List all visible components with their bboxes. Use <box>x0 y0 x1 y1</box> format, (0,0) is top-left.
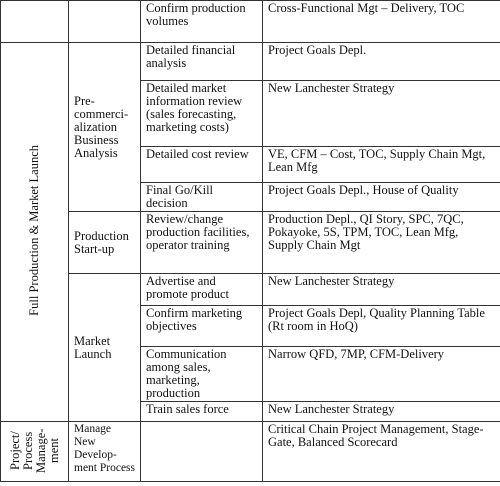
tools-cell: Critical Chain Project Management, Stage… <box>263 422 500 482</box>
tools-cell: Project Goals Depl., House of Quality <box>263 183 500 212</box>
activity: Train sales force <box>146 402 229 416</box>
empty-cell <box>141 422 263 482</box>
tools: Cross-Functional Mgt – Delivery, TOC <box>268 1 464 15</box>
group-label: Production Start-up <box>74 229 129 256</box>
tools: VE, CFM – Cost, TOC, Supply Chain Mgt, L… <box>268 147 485 174</box>
activity-cell: Advertise and promote product <box>141 274 263 306</box>
phase-cell: Project/ Process Manage-ment <box>1 422 69 482</box>
activity-cell: Detailed financial analysis <box>141 43 263 81</box>
activity: Detailed financial analysis <box>146 43 235 70</box>
activity: Advertise and promote product <box>146 274 229 301</box>
phase-cell: Full Production & Market Launch <box>1 43 69 422</box>
tools: Production Depl., QI Story, SPC, 7QC, Po… <box>268 212 464 252</box>
group-cell: Production Start-up <box>69 212 141 274</box>
tools: Narrow QFD, 7MP, CFM-Delivery <box>268 347 444 361</box>
activity: Detailed market information review (sale… <box>146 81 242 134</box>
activity: Final Go/Kill decision <box>146 183 213 210</box>
tools: New Lanchester Strategy <box>268 274 394 288</box>
activity: Confirm production volumes <box>146 1 246 28</box>
tools-cell: Narrow QFD, 7MP, CFM-Delivery <box>263 347 500 402</box>
tools-cell: VE, CFM – Cost, TOC, Supply Chain Mgt, L… <box>263 147 500 183</box>
tools: Project Goals Depl., House of Quality <box>268 183 459 197</box>
activity: Confirm marketing objectives <box>146 306 242 333</box>
tools: Project Goals Depl. <box>268 43 366 57</box>
tools-cell: New Lanchester Strategy <box>263 81 500 147</box>
tools: New Lanchester Strategy <box>268 402 394 416</box>
phase-label: Full Production & Market Launch <box>28 145 41 316</box>
tools: Project Goals Depl, Quality Planning Tab… <box>268 306 485 333</box>
tools-cell: Cross-Functional Mgt – Delivery, TOC <box>263 1 500 43</box>
phase-label: Project/ Process Manage-ment <box>9 422 61 480</box>
activity: Detailed cost review <box>146 147 249 161</box>
empty-cell <box>69 1 141 43</box>
empty-cell <box>1 1 69 43</box>
group-label: Market Launch <box>74 334 111 361</box>
tools-cell: Production Depl., QI Story, SPC, 7QC, Po… <box>263 212 500 274</box>
group-cell: Manage New Develop-ment Process <box>69 422 141 482</box>
group-cell: Market Launch <box>69 274 141 422</box>
activity-cell: Detailed cost review <box>141 147 263 183</box>
tools-cell: New Lanchester Strategy <box>263 274 500 306</box>
activity-cell: Confirm production volumes <box>141 1 263 43</box>
activity: Review/change production facilities, ope… <box>146 212 249 252</box>
group-label: Manage New Develop-ment Process <box>74 423 135 474</box>
tools: New Lanchester Strategy <box>268 81 394 95</box>
activity-cell: Train sales force <box>141 402 263 422</box>
row: Confirm production volumes Cross-Functio… <box>1 1 500 43</box>
tools-cell: Project Goals Depl, Quality Planning Tab… <box>263 306 500 347</box>
activity-cell: Detailed market information review (sale… <box>141 81 263 147</box>
activity-cell: Confirm marketing objectives <box>141 306 263 347</box>
row: Production Start-up Review/change product… <box>1 212 500 274</box>
tools: Critical Chain Project Management, Stage… <box>268 422 484 449</box>
group-label: Pre-commerci-alization Business Analysis <box>74 94 128 160</box>
activity: Communication among sales, marketing, pr… <box>146 347 227 400</box>
activity-cell: Review/change production facilities, ope… <box>141 212 263 274</box>
activity-cell: Final Go/Kill decision <box>141 183 263 212</box>
activity-cell: Communication among sales, marketing, pr… <box>141 347 263 402</box>
group-cell: Pre-commerci-alization Business Analysis <box>69 43 141 212</box>
tools-cell: Project Goals Depl. <box>263 43 500 81</box>
tools-cell: New Lanchester Strategy <box>263 402 500 422</box>
row: Project/ Process Manage-ment Manage New D… <box>1 422 500 482</box>
